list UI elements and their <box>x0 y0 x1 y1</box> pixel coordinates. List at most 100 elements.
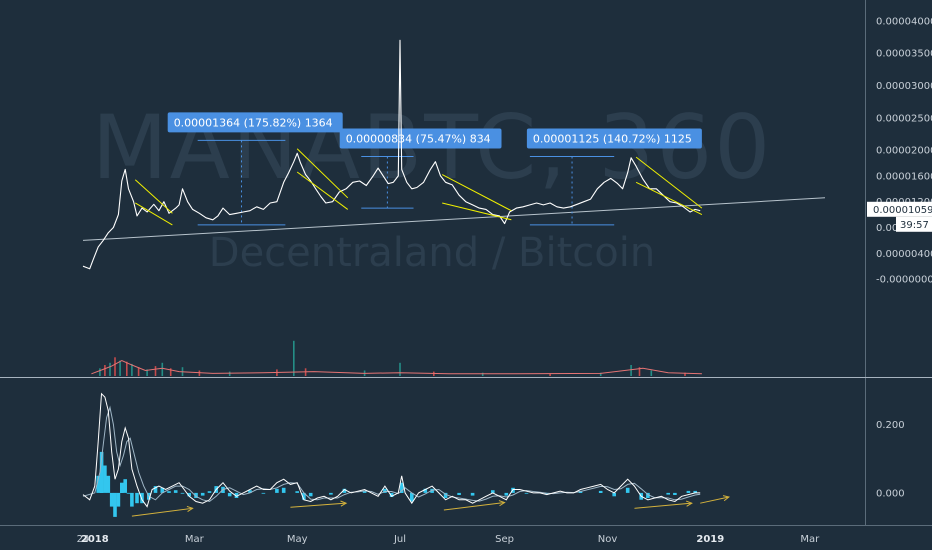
histogram-bar <box>135 492 139 504</box>
histogram-bar <box>194 492 198 498</box>
volume-bar <box>481 372 484 376</box>
arrow-head <box>340 500 348 507</box>
oscillator-trend-arrow[interactable] <box>290 500 348 508</box>
arrow-shaft <box>443 502 505 511</box>
measurement-1[interactable]: 0.00001364 (175.82%) 1364 <box>167 112 343 226</box>
histogram-bar <box>113 492 117 517</box>
support-trendline[interactable] <box>82 197 826 241</box>
measure-label: 0.00001125 (140.72%) 1125 <box>533 132 692 145</box>
volume-bar <box>131 363 133 376</box>
oscillator-tick-label: 0.200 <box>876 420 905 431</box>
histogram-bar <box>261 492 266 494</box>
histogram-bar <box>329 492 333 495</box>
wedge-channel-4[interactable] <box>635 156 703 216</box>
price-tick-label: 0.00003000 <box>876 81 932 92</box>
volume-bar <box>161 362 164 376</box>
price-line[interactable] <box>82 39 701 270</box>
measurement-2[interactable]: 0.00000834 (75.47%) 834 <box>339 128 502 209</box>
signal-line[interactable] <box>82 405 701 503</box>
volume-bar <box>126 361 128 376</box>
histogram-bar <box>686 490 691 493</box>
volume-bar <box>114 357 116 376</box>
wedge-channel-1[interactable] <box>134 179 173 226</box>
volume-bar <box>228 371 231 376</box>
histogram-bar <box>120 482 124 493</box>
oscillator-line[interactable] <box>82 392 701 508</box>
histogram-bar <box>625 487 630 493</box>
histogram-bar <box>646 492 650 498</box>
wedge-channel-3[interactable] <box>441 174 512 221</box>
oscillator-trend-arrow[interactable] <box>443 500 506 511</box>
arrow-head <box>498 500 506 507</box>
histogram-bar <box>160 487 165 493</box>
price-tick-label: 0.00003500 <box>876 49 932 60</box>
oscillator-trend-arrow[interactable] <box>634 500 693 509</box>
price-tick-label: 0.00000400 <box>876 249 932 260</box>
histogram-bar <box>200 492 205 496</box>
volume-bar <box>119 360 121 376</box>
price-tick-label: 0.00002500 <box>876 113 932 124</box>
histogram-bar <box>342 488 347 493</box>
histogram-bar <box>598 490 603 493</box>
oscillator-trend-arrow[interactable] <box>700 495 731 504</box>
arrow-head <box>722 495 731 502</box>
volume-bar <box>650 370 653 376</box>
price-tick-label: 0.00002000 <box>876 146 932 157</box>
volume-bar <box>109 362 111 376</box>
histogram-bar <box>399 482 404 493</box>
histogram-bar <box>612 492 616 497</box>
wedge-channel-2[interactable] <box>296 148 349 210</box>
histogram-bar <box>207 491 212 493</box>
price-tick-label: 0.000 <box>876 223 905 234</box>
oscillator-axis[interactable]: 0.200 0.000 <box>876 420 905 499</box>
histogram-bar <box>308 492 313 497</box>
measure-label-box[interactable] <box>167 112 343 133</box>
volume-bar <box>293 340 295 376</box>
volume-bar <box>399 362 401 376</box>
channel-lower-line <box>442 202 512 221</box>
histogram-bar <box>248 490 252 493</box>
oscillator-trend-arrow[interactable] <box>131 505 194 517</box>
histogram-bar <box>281 487 286 493</box>
histogram-bar <box>106 475 111 493</box>
measure-label-box[interactable] <box>526 128 702 149</box>
histogram-bar <box>275 488 279 493</box>
time-tick-label: 2018 <box>81 534 109 545</box>
arrow-shaft <box>700 496 729 504</box>
channel-lower-line <box>296 171 349 210</box>
volume-bar <box>198 370 201 376</box>
histogram-bar <box>430 488 434 493</box>
histogram-bar <box>116 492 121 507</box>
measure-label: 0.00000834 (75.47%) 834 <box>346 132 491 145</box>
oscillator-pane[interactable] <box>82 392 731 517</box>
volume-bar <box>169 368 172 376</box>
channel-upper-line <box>441 174 512 212</box>
price-tick-label: 0.00004000 <box>876 16 932 27</box>
channel-upper-line <box>635 156 703 209</box>
volume-bar <box>638 367 641 376</box>
arrow-head <box>685 500 693 507</box>
last-price-tag[interactable] <box>867 201 932 217</box>
histogram-bar <box>383 488 387 493</box>
last-price-label: 0.00001059 <box>873 205 932 216</box>
channel-upper-line <box>134 179 173 214</box>
histogram-bar <box>180 492 185 494</box>
histogram-bar <box>524 492 529 494</box>
price-pane[interactable]: 0.00001364 (175.82%) 1364 0.00000834 (75.… <box>82 39 826 376</box>
histogram-bar <box>123 479 127 493</box>
histogram-bar <box>103 465 107 493</box>
measurement-3[interactable]: 0.00001125 (140.72%) 1125 <box>526 128 702 226</box>
histogram-bar <box>491 490 495 493</box>
volume-bar <box>137 367 140 376</box>
measure-label-box[interactable] <box>339 128 502 149</box>
time-tick-label: Sep <box>495 534 514 545</box>
countdown-label: 39:57 <box>900 220 929 231</box>
histogram-bar <box>227 492 232 497</box>
price-axis[interactable]: 0.00004000 0.00003500 0.00003000 0.00002500… <box>867 16 932 286</box>
arrow-shaft <box>634 502 692 509</box>
arrow-shaft <box>290 502 347 508</box>
histogram-bar <box>470 492 475 496</box>
